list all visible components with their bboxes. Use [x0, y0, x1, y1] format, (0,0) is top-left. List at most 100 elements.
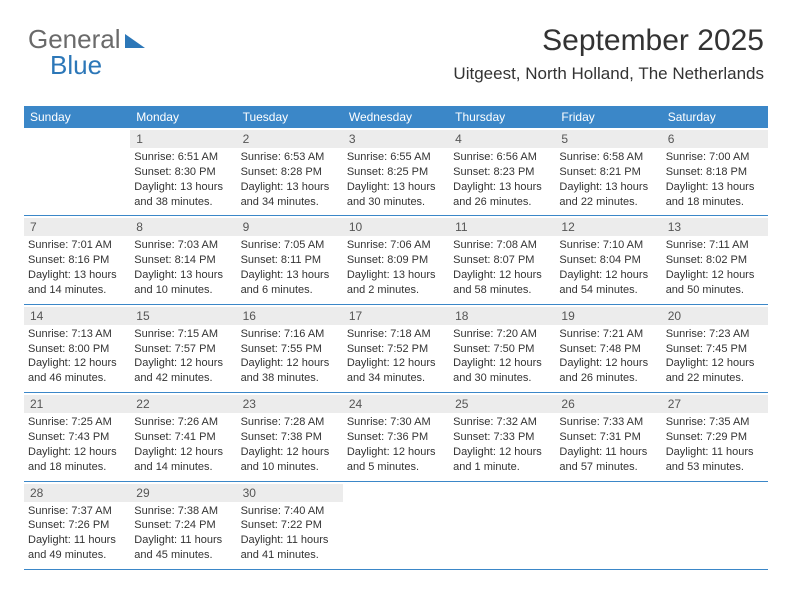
day-number: 8: [130, 218, 236, 236]
logo-triangle-icon: [125, 34, 145, 48]
day-info-line: and 26 minutes.: [453, 195, 551, 210]
day-info-line: Sunrise: 7:05 AM: [241, 238, 339, 253]
day-info-line: Sunset: 8:07 PM: [453, 253, 551, 268]
day-number: 17: [343, 307, 449, 325]
calendar-cell: [555, 482, 661, 569]
day-of-week-header: Saturday: [662, 106, 768, 128]
calendar-cell: [662, 482, 768, 569]
day-number: 29: [130, 484, 236, 502]
day-info-line: Sunrise: 7:18 AM: [347, 327, 445, 342]
day-info-line: and 5 minutes.: [347, 460, 445, 475]
day-info-line: Daylight: 11 hours: [559, 445, 657, 460]
day-info-line: Sunset: 7:33 PM: [453, 430, 551, 445]
day-info-line: Sunset: 8:21 PM: [559, 165, 657, 180]
day-number: 25: [449, 395, 555, 413]
calendar-cell: 3Sunrise: 6:55 AMSunset: 8:25 PMDaylight…: [343, 128, 449, 215]
day-info-line: Sunrise: 7:03 AM: [134, 238, 232, 253]
day-info-line: Daylight: 11 hours: [134, 533, 232, 548]
day-info-line: Sunset: 8:30 PM: [134, 165, 232, 180]
day-number: 16: [237, 307, 343, 325]
day-info-line: Sunset: 8:14 PM: [134, 253, 232, 268]
day-info-line: Sunrise: 7:20 AM: [453, 327, 551, 342]
day-info-line: and 54 minutes.: [559, 283, 657, 298]
day-info-line: Sunrise: 7:28 AM: [241, 415, 339, 430]
day-info-line: Sunset: 8:04 PM: [559, 253, 657, 268]
day-info-line: Daylight: 13 hours: [666, 180, 764, 195]
page-title: September 2025: [453, 24, 764, 58]
day-info-line: Daylight: 12 hours: [559, 356, 657, 371]
calendar-cell: 28Sunrise: 7:37 AMSunset: 7:26 PMDayligh…: [24, 482, 130, 569]
logo-text-2: Blue: [50, 50, 102, 81]
day-info-line: Sunrise: 7:30 AM: [347, 415, 445, 430]
day-info-line: Sunrise: 7:16 AM: [241, 327, 339, 342]
day-info-line: Daylight: 13 hours: [134, 268, 232, 283]
day-info-line: Daylight: 13 hours: [241, 268, 339, 283]
day-info-line: and 26 minutes.: [559, 371, 657, 386]
calendar-week: 21Sunrise: 7:25 AMSunset: 7:43 PMDayligh…: [24, 393, 768, 481]
day-info-line: Sunset: 7:50 PM: [453, 342, 551, 357]
day-info-line: Sunrise: 6:53 AM: [241, 150, 339, 165]
calendar-cell: 5 Sunrise: 6:58 AMSunset: 8:21 PMDaylight…: [555, 128, 661, 215]
day-number: 27: [662, 395, 768, 413]
day-info-line: Daylight: 13 hours: [559, 180, 657, 195]
day-info-line: and 50 minutes.: [666, 283, 764, 298]
day-info-line: Sunrise: 7:32 AM: [453, 415, 551, 430]
day-info-line: and 58 minutes.: [453, 283, 551, 298]
day-info-line: Daylight: 12 hours: [241, 356, 339, 371]
day-of-week-header: Friday: [555, 106, 661, 128]
day-info-line: Daylight: 12 hours: [453, 445, 551, 460]
day-of-week-header: Sunday: [24, 106, 130, 128]
day-number: 7: [24, 218, 130, 236]
calendar-week: 14Sunrise: 7:13 AMSunset: 8:00 PMDayligh…: [24, 305, 768, 393]
day-number: 5: [555, 130, 661, 148]
calendar-cell: 4Sunrise: 6:56 AMSunset: 8:23 PMDaylight…: [449, 128, 555, 215]
calendar-cell: 7Sunrise: 7:01 AMSunset: 8:16 PMDaylight…: [24, 216, 130, 303]
day-number: 15: [130, 307, 236, 325]
day-info-line: Daylight: 12 hours: [666, 268, 764, 283]
day-info-line: Sunset: 7:48 PM: [559, 342, 657, 357]
day-info-line: Sunrise: 6:58 AM: [559, 150, 657, 165]
day-info-line: Sunset: 8:09 PM: [347, 253, 445, 268]
day-info-line: and 46 minutes.: [28, 371, 126, 386]
day-info-line: Daylight: 13 hours: [453, 180, 551, 195]
calendar-cell: 21Sunrise: 7:25 AMSunset: 7:43 PMDayligh…: [24, 393, 130, 480]
day-info-line: Daylight: 12 hours: [347, 445, 445, 460]
day-number: 12: [555, 218, 661, 236]
day-info-line: Daylight: 12 hours: [241, 445, 339, 460]
calendar-cell: 19 Sunrise: 7:21 AMSunset: 7:48 PMDayligh…: [555, 305, 661, 392]
day-info-line: Daylight: 12 hours: [453, 268, 551, 283]
day-info-line: Daylight: 13 hours: [347, 268, 445, 283]
day-info-line: Sunrise: 7:38 AM: [134, 504, 232, 519]
day-number: 4: [449, 130, 555, 148]
day-info-line: Daylight: 12 hours: [134, 356, 232, 371]
day-info-line: Sunrise: 7:21 AM: [559, 327, 657, 342]
location: Uitgeest, North Holland, The Netherlands: [453, 64, 764, 84]
day-info-line: Sunset: 7:43 PM: [28, 430, 126, 445]
calendar-cell: 13Sunrise: 7:11 AMSunset: 8:02 PMDayligh…: [662, 216, 768, 303]
day-info-line: Sunrise: 7:26 AM: [134, 415, 232, 430]
day-number: 19: [555, 307, 661, 325]
day-info-line: Sunset: 8:16 PM: [28, 253, 126, 268]
day-info-line: Daylight: 13 hours: [28, 268, 126, 283]
day-info-line: Sunrise: 6:55 AM: [347, 150, 445, 165]
day-number: 18: [449, 307, 555, 325]
day-info-line: and 6 minutes.: [241, 283, 339, 298]
day-info-line: Sunset: 7:38 PM: [241, 430, 339, 445]
day-info-line: and 22 minutes.: [666, 371, 764, 386]
calendar-week: 1Sunrise: 6:51 AMSunset: 8:30 PMDaylight…: [24, 128, 768, 216]
day-info-line: Daylight: 12 hours: [559, 268, 657, 283]
day-info-line: Sunset: 8:18 PM: [666, 165, 764, 180]
calendar-cell: 22Sunrise: 7:26 AMSunset: 7:41 PMDayligh…: [130, 393, 236, 480]
day-of-week-header: Thursday: [449, 106, 555, 128]
day-info-line: Sunrise: 7:11 AM: [666, 238, 764, 253]
calendar-cell: 15Sunrise: 7:15 AMSunset: 7:57 PMDayligh…: [130, 305, 236, 392]
day-info-line: and 14 minutes.: [134, 460, 232, 475]
calendar-cell: 29 Sunrise: 7:38 AMSunset: 7:24 PMDayligh…: [130, 482, 236, 569]
day-info-line: Sunset: 7:24 PM: [134, 518, 232, 533]
day-info-line: Daylight: 13 hours: [134, 180, 232, 195]
day-info-line: Sunset: 7:29 PM: [666, 430, 764, 445]
day-info-line: Daylight: 12 hours: [28, 445, 126, 460]
day-info-line: and 38 minutes.: [241, 371, 339, 386]
day-info-line: Sunset: 7:26 PM: [28, 518, 126, 533]
day-info-line: Daylight: 11 hours: [28, 533, 126, 548]
